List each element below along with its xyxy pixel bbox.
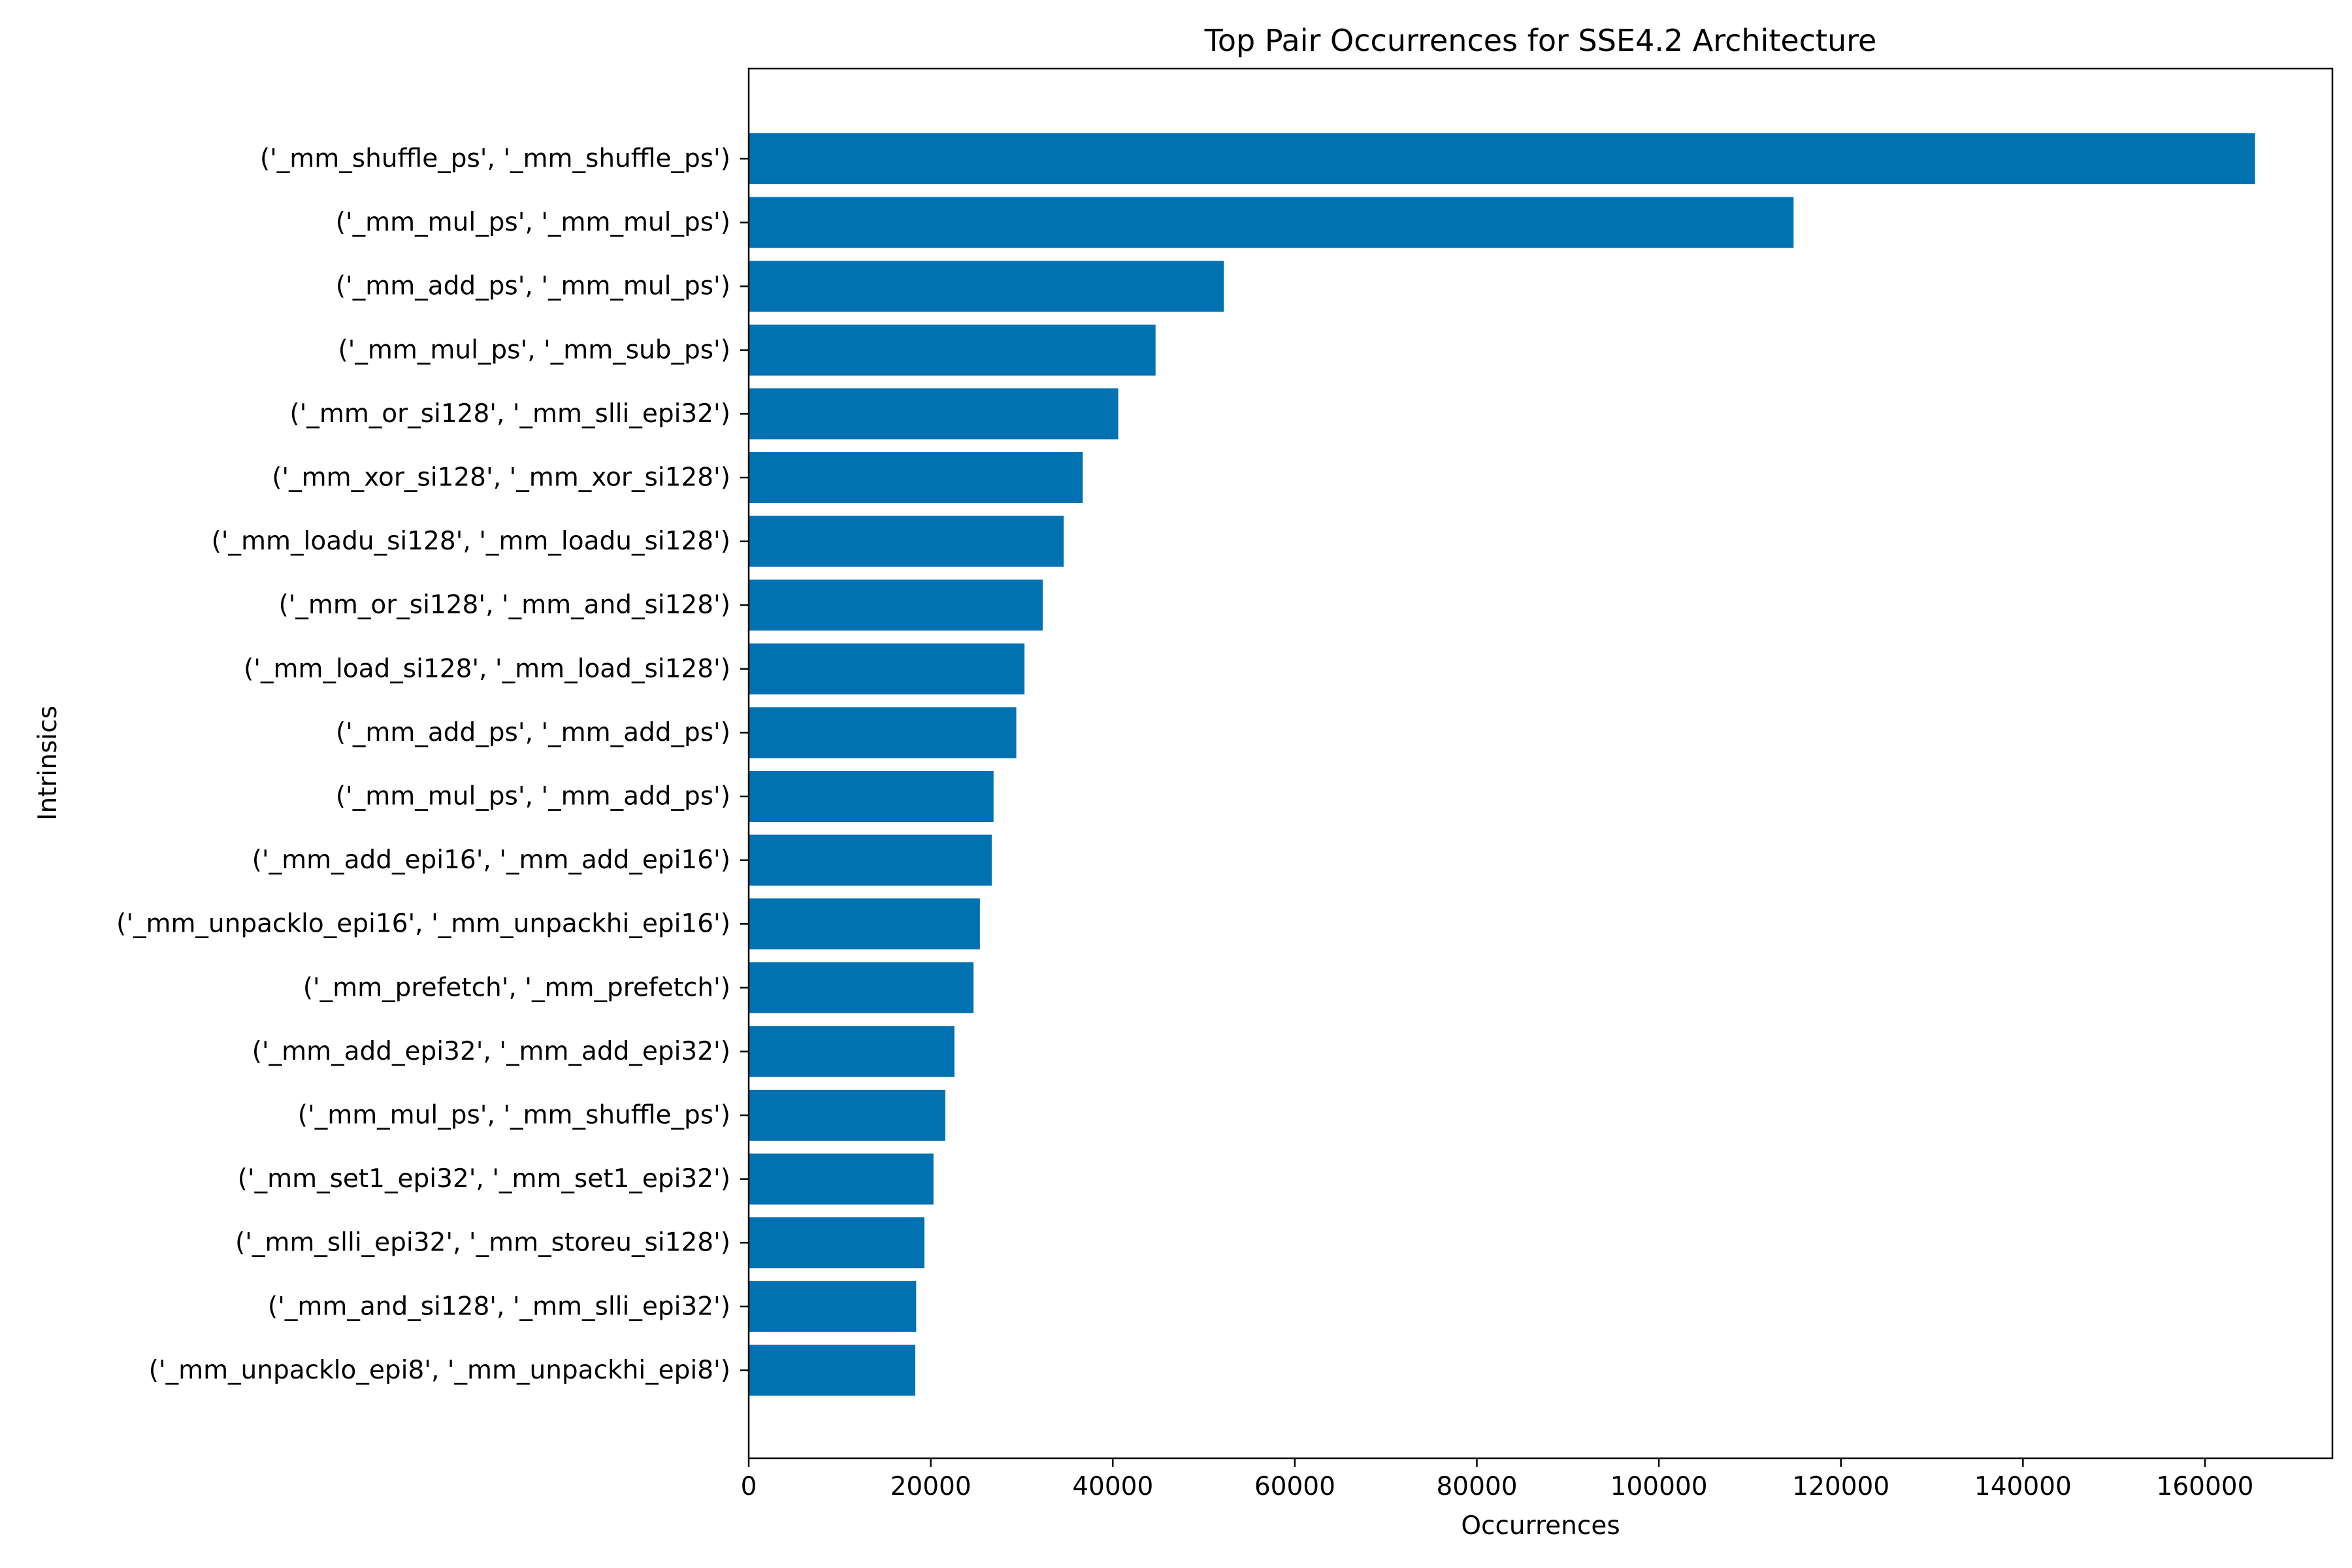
y-tick-label: ('_mm_add_ps', '_mm_add_ps') <box>336 718 730 747</box>
bar <box>749 1026 955 1077</box>
bar <box>749 452 1083 503</box>
x-tick-label: 140000 <box>1974 1472 2072 1501</box>
y-tick-label: ('_mm_add_epi16', '_mm_add_epi16') <box>252 845 730 875</box>
y-tick-label: ('_mm_and_si128', '_mm_slli_epi32') <box>268 1292 730 1321</box>
y-tick-label: ('_mm_mul_ps', '_mm_mul_ps') <box>336 208 730 237</box>
bar <box>749 834 992 886</box>
x-tick-label: 80000 <box>1436 1472 1517 1501</box>
bar <box>749 707 1017 759</box>
y-tick-label: ('_mm_xor_si128', '_mm_xor_si128') <box>272 463 730 493</box>
y-tick-label: ('_mm_prefetch', '_mm_prefetch') <box>303 973 730 1002</box>
y-tick-label: ('_mm_add_epi32', '_mm_add_epi32') <box>252 1037 730 1066</box>
bar <box>749 133 2255 184</box>
bar <box>749 580 1043 631</box>
y-tick-label: ('_mm_loadu_si128', '_mm_loadu_si128') <box>212 527 730 556</box>
bar <box>749 643 1025 694</box>
bar <box>749 197 1794 248</box>
y-tick-label: ('_mm_mul_ps', '_mm_sub_ps') <box>338 335 730 365</box>
bars-layer <box>749 133 2255 1396</box>
y-tick-label: ('_mm_mul_ps', '_mm_add_ps') <box>336 782 730 811</box>
x-tick-label: 160000 <box>2157 1472 2254 1501</box>
bar <box>749 515 1064 567</box>
bar <box>749 1345 915 1396</box>
x-tick-label: 0 <box>741 1472 757 1501</box>
bar <box>749 771 994 822</box>
y-tick-label: ('_mm_unpacklo_epi8', '_mm_unpackhi_epi8… <box>149 1356 730 1385</box>
y-axis-ticks: ('_mm_shuffle_ps', '_mm_shuffle_ps') ('_m… <box>116 144 749 1385</box>
y-tick-label: ('_mm_or_si128', '_mm_and_si128') <box>278 591 730 620</box>
bar <box>749 324 1156 376</box>
y-tick-label: ('_mm_unpacklo_epi16', '_mm_unpackhi_epi… <box>116 909 730 939</box>
y-axis-label: Intrinsics <box>33 706 63 821</box>
x-tick-label: 20000 <box>890 1472 972 1501</box>
x-tick-label: 40000 <box>1072 1472 1153 1501</box>
x-tick-label: 120000 <box>1792 1472 1889 1501</box>
y-tick-label: ('_mm_or_si128', '_mm_slli_epi32') <box>289 399 730 429</box>
bar <box>749 1153 934 1205</box>
y-tick-label: ('_mm_mul_ps', '_mm_shuffle_ps') <box>298 1101 730 1130</box>
y-tick-label: ('_mm_load_si128', '_mm_load_si128') <box>244 654 730 683</box>
y-tick-label: ('_mm_add_ps', '_mm_mul_ps') <box>336 272 730 301</box>
x-tick-label: 60000 <box>1254 1472 1335 1501</box>
x-axis-ticks: 0 20000 40000 60000 80000 100000 120000 140000 1… <box>741 1458 2254 1501</box>
y-tick-label: ('_mm_set1_epi32', '_mm_set1_epi32') <box>238 1164 730 1194</box>
plot-frame <box>747 67 2334 1460</box>
bar <box>749 898 980 950</box>
bar <box>749 261 1224 312</box>
bar <box>749 388 1119 440</box>
y-tick-label: ('_mm_shuffle_ps', '_mm_shuffle_ps') <box>260 144 730 174</box>
x-axis-label: Occurrences <box>1461 1511 1620 1541</box>
y-tick-label: ('_mm_slli_epi32', '_mm_storeu_si128') <box>235 1228 730 1258</box>
bar <box>749 1217 924 1269</box>
bar <box>749 962 974 1013</box>
bar <box>749 1090 945 1141</box>
x-tick-label: 100000 <box>1610 1472 1708 1501</box>
chart-title: Top Pair Occurrences for SSE4.2 Architec… <box>1204 23 1877 58</box>
bar <box>749 1281 917 1332</box>
